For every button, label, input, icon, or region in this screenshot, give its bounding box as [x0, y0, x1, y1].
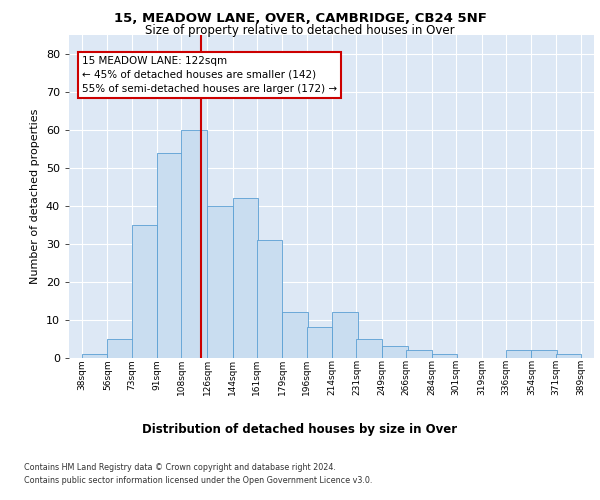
Bar [532, 350, 557, 358]
Bar [82, 354, 107, 358]
Bar [556, 354, 581, 358]
Bar [307, 327, 332, 358]
Text: Contains HM Land Registry data © Crown copyright and database right 2024.: Contains HM Land Registry data © Crown c… [24, 462, 336, 471]
Bar [382, 346, 407, 358]
Bar [157, 152, 183, 358]
Bar [332, 312, 358, 358]
Bar [233, 198, 258, 358]
Bar [257, 240, 283, 358]
Text: Contains public sector information licensed under the Open Government Licence v3: Contains public sector information licen… [24, 476, 373, 485]
Bar [406, 350, 432, 358]
Text: 15 MEADOW LANE: 122sqm
← 45% of detached houses are smaller (142)
55% of semi-de: 15 MEADOW LANE: 122sqm ← 45% of detached… [82, 56, 337, 94]
Bar [283, 312, 308, 358]
Text: 15, MEADOW LANE, OVER, CAMBRIDGE, CB24 5NF: 15, MEADOW LANE, OVER, CAMBRIDGE, CB24 5… [113, 12, 487, 26]
Y-axis label: Number of detached properties: Number of detached properties [30, 108, 40, 284]
Text: Size of property relative to detached houses in Over: Size of property relative to detached ho… [145, 24, 455, 37]
Bar [207, 206, 233, 358]
Text: Distribution of detached houses by size in Over: Distribution of detached houses by size … [142, 422, 458, 436]
Bar [107, 338, 133, 357]
Bar [506, 350, 532, 358]
Bar [181, 130, 207, 358]
Bar [432, 354, 457, 358]
Bar [131, 224, 157, 358]
Bar [356, 338, 382, 357]
